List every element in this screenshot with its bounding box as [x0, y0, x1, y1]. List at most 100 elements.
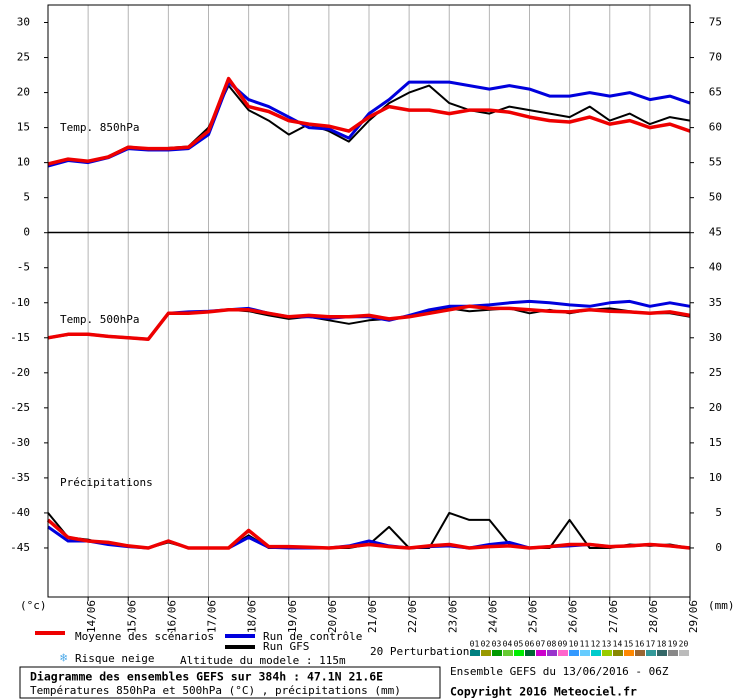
- perturbation-swatch: [558, 650, 568, 656]
- y-tick-label: -25: [10, 401, 30, 414]
- perturbation-swatch: [481, 650, 491, 656]
- y-tick-label: 15: [17, 121, 30, 134]
- grid: [87, 5, 691, 597]
- y-tick-label: 10: [17, 156, 30, 169]
- series-line: [47, 304, 691, 341]
- perturbation-swatch: [536, 650, 546, 656]
- x-tick-label: 16/06: [165, 600, 178, 633]
- perturbation-number: 01: [470, 640, 480, 649]
- y-tick-label: 0: [23, 226, 30, 239]
- perturbation-number: 14: [613, 640, 623, 649]
- panel-label: Temp. 850hPa: [60, 121, 139, 134]
- y2-tick-label: 45: [709, 226, 722, 239]
- perturbation-swatch: [580, 650, 590, 656]
- y-tick-label: 30: [17, 16, 30, 29]
- perturbation-swatch: [613, 650, 623, 656]
- y-tick-label: -35: [10, 471, 30, 484]
- snow-label: Risque neige: [75, 652, 154, 665]
- y-tick-label: -20: [10, 366, 30, 379]
- y-tick-label: 25: [17, 51, 30, 64]
- y-tick-label: -30: [10, 436, 30, 449]
- x-tick-label: 29/06: [687, 600, 700, 633]
- perturbation-number: 15: [624, 640, 634, 649]
- perturbation-swatch: [602, 650, 612, 656]
- perturbation-swatch: [624, 650, 634, 656]
- perturbation-number: 07: [536, 640, 546, 649]
- perturbations-label: 20 Perturbations: [370, 645, 476, 658]
- perturbation-swatch: [547, 650, 557, 656]
- x-tick-label: 20/06: [326, 600, 339, 633]
- series-line: [47, 76, 691, 166]
- x-tick-label: 27/06: [607, 600, 620, 633]
- x-tick-label: 23/06: [446, 600, 459, 633]
- y-tick-label: -15: [10, 331, 30, 344]
- x-tick-label: 25/06: [527, 600, 540, 633]
- panel-label: Précipitations: [60, 476, 153, 489]
- y-tick-label: 5: [23, 191, 30, 204]
- perturbation-swatch: [569, 650, 579, 656]
- y-tick-label: 20: [17, 86, 30, 99]
- perturbation-swatch: [635, 650, 645, 656]
- perturbation-number: 11: [580, 640, 590, 649]
- y2-tick-label: 35: [709, 296, 722, 309]
- snow-icon: ❄: [60, 651, 67, 665]
- perturbation-swatch: [525, 650, 535, 656]
- y2-tick-label: 0: [715, 541, 722, 554]
- perturbation-number: 16: [635, 640, 645, 649]
- perturbation-number: 03: [492, 640, 502, 649]
- x-tick-label: 28/06: [647, 600, 660, 633]
- x-tick-label: 26/06: [567, 600, 580, 633]
- perturbation-number: 17: [646, 640, 656, 649]
- x-tick-label: 17/06: [206, 600, 219, 633]
- perturbation-number: 20: [679, 640, 689, 649]
- run-info: Ensemble GEFS du 13/06/2016 - 06Z: [450, 665, 669, 678]
- y2-axis-label: (mm): [708, 599, 735, 612]
- y2-tick-label: 10: [709, 471, 722, 484]
- y2-tick-label: 20: [709, 401, 722, 414]
- perturbation-swatch: [591, 650, 601, 656]
- copyright: Copyright 2016 Meteociel.fr: [450, 685, 637, 699]
- perturbation-number: 19: [668, 640, 678, 649]
- y2-tick-label: 60: [709, 121, 722, 134]
- perturbation-number: 18: [657, 640, 667, 649]
- y2-tick-label: 70: [709, 51, 722, 64]
- x-tick-label: 21/06: [366, 600, 379, 633]
- perturbation-number: 06: [525, 640, 535, 649]
- legend-label: Run GFS: [263, 640, 309, 653]
- panel-label: Temp. 500hPa: [60, 313, 139, 326]
- y2-tick-label: 15: [709, 436, 722, 449]
- legend-label: Moyenne des scénarios: [75, 630, 214, 643]
- y-tick-label: -45: [10, 541, 30, 554]
- y2-tick-label: 40: [709, 261, 722, 274]
- perturbation-swatch: [492, 650, 502, 656]
- y-tick-label: -10: [10, 296, 30, 309]
- y2-tick-label: 55: [709, 156, 722, 169]
- legend-label: Run de contrôle: [263, 630, 362, 643]
- perturbation-number: 13: [602, 640, 612, 649]
- y2-tick-label: 5: [715, 506, 722, 519]
- y-tick-label: -40: [10, 506, 30, 519]
- altitude: Altitude du modele : 115m: [180, 654, 346, 667]
- perturbation-swatch: [470, 650, 480, 656]
- perturbation-swatch: [679, 650, 689, 656]
- x-tick-label: 19/06: [286, 600, 299, 633]
- perturbation-number: 09: [558, 640, 568, 649]
- perturbation-swatch: [657, 650, 667, 656]
- lines: [46, 76, 691, 550]
- perturbation-swatch: [668, 650, 678, 656]
- y2-tick-label: 25: [709, 366, 722, 379]
- perturbation-swatch: [503, 650, 513, 656]
- y-axis-label: (°c): [20, 599, 47, 612]
- info-title: Diagramme des ensembles GEFS sur 384h : …: [30, 670, 383, 684]
- perturbation-number: 12: [591, 640, 601, 649]
- perturbation-number: 08: [547, 640, 557, 649]
- y2-tick-label: 75: [709, 16, 722, 29]
- perturbation-number: 04: [503, 640, 513, 649]
- x-tick-label: 22/06: [406, 600, 419, 633]
- perturbation-swatch: [646, 650, 656, 656]
- series-line: [46, 518, 691, 550]
- info-subtitle: Températures 850hPa et 500hPa (°C) , pré…: [30, 684, 401, 697]
- perturbation-number: 02: [481, 640, 491, 649]
